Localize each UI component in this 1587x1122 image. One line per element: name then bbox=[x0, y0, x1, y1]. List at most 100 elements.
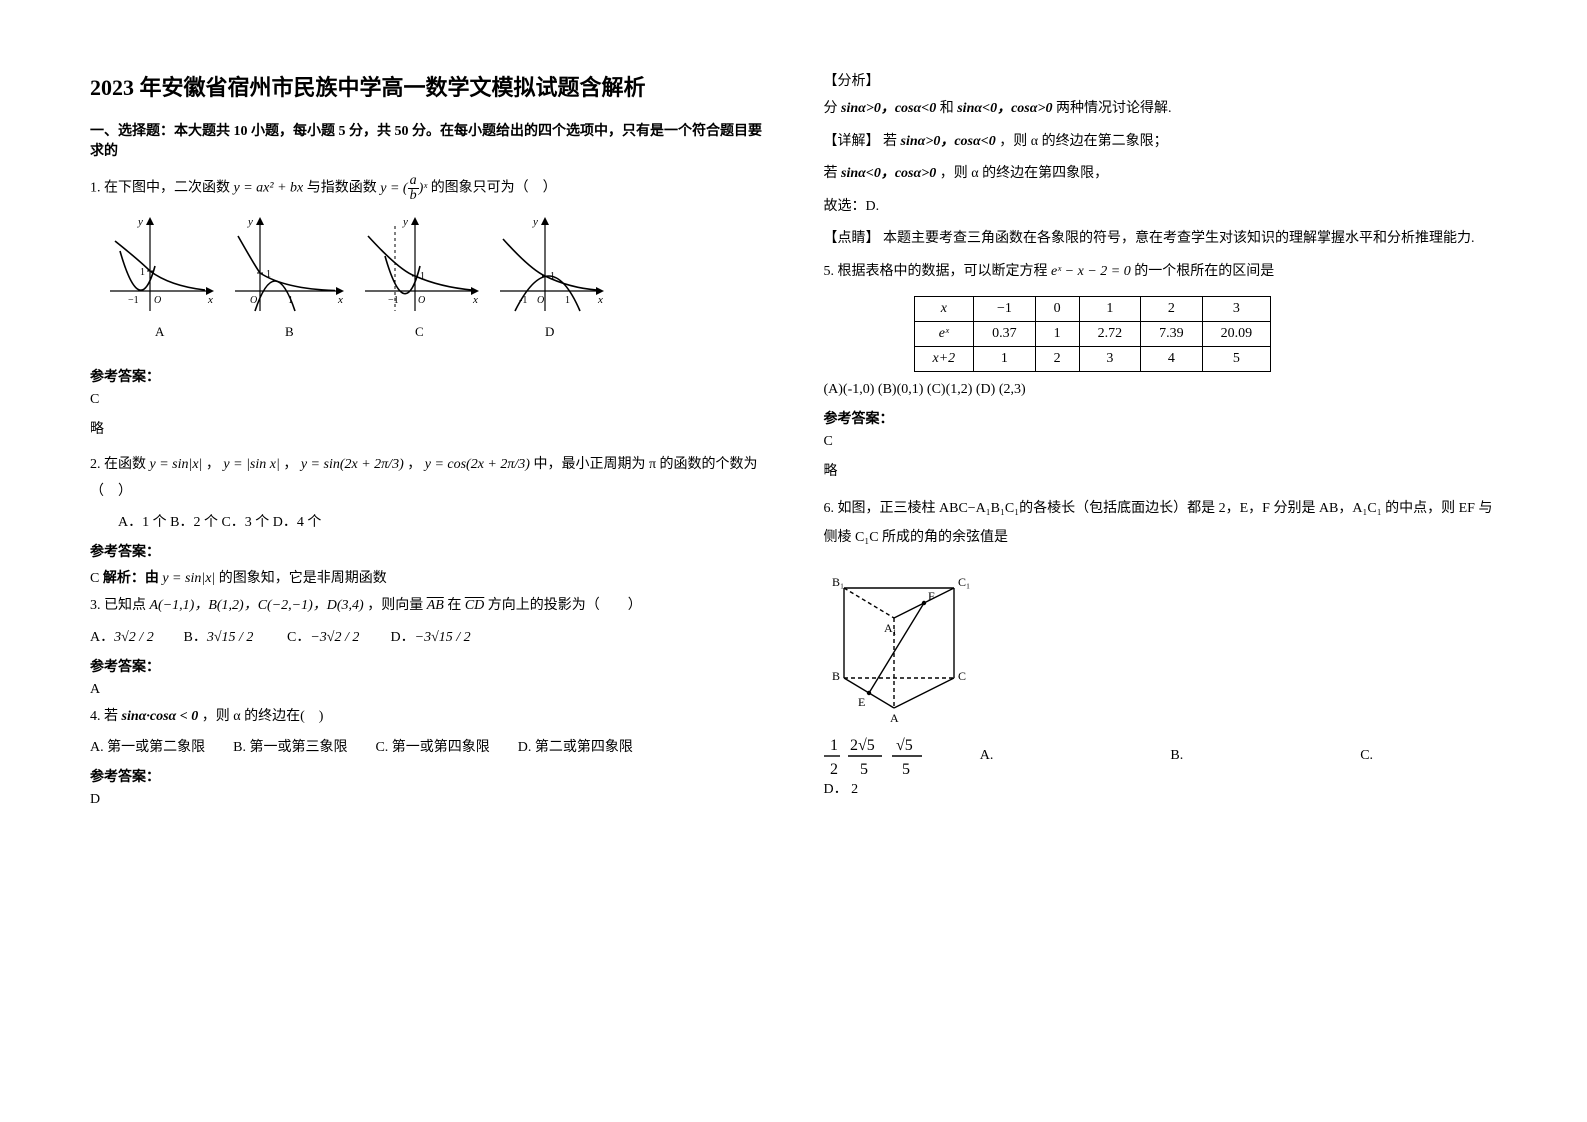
q2-expl-f: y = sin|x| bbox=[162, 571, 215, 586]
q2-options: A．1 个 B．2 个 C．3 个 D．4 个 bbox=[118, 511, 764, 531]
cell: 3 bbox=[1079, 346, 1141, 371]
cell: eˣ bbox=[914, 321, 974, 346]
q1-fa-text: y = ax² + bx bbox=[234, 181, 304, 196]
q1-skip: 略 bbox=[90, 418, 764, 438]
q2-expl-post: 的图象知，它是非周期函数 bbox=[219, 571, 387, 586]
svg-text:y: y bbox=[402, 216, 408, 228]
q2-f1: y = sin|x| bbox=[150, 457, 203, 472]
svg-text:A₁: A₁ bbox=[884, 621, 897, 635]
question-1: 1. 在下图中，二次函数 y = ax² + bx 与指数函数 y = (ab)… bbox=[90, 174, 764, 203]
svg-text:x: x bbox=[337, 294, 343, 306]
cell: 1 bbox=[1035, 321, 1079, 346]
svg-text:y: y bbox=[532, 216, 538, 228]
svg-text:O: O bbox=[418, 295, 425, 306]
q6-label-d: D． bbox=[824, 782, 848, 797]
q4-tip-head: 【点睛】 bbox=[824, 231, 880, 246]
q4-mid: ，则 α 的终边在( ) bbox=[202, 709, 324, 724]
q4-d1b: sinα>0，cosα<0 bbox=[901, 134, 996, 149]
svg-text:1: 1 bbox=[420, 271, 425, 282]
cell: 0 bbox=[1035, 296, 1079, 321]
q4-d1a: 若 bbox=[883, 134, 901, 149]
q2-answer-label: 参考答案： bbox=[90, 541, 764, 561]
svg-text:1: 1 bbox=[140, 267, 145, 278]
q2-answer-line: C 解析：由 y = sin|x| 的图象知，它是非周期函数 bbox=[90, 567, 764, 587]
q4-an-d: sinα<0，cosα>0 bbox=[957, 101, 1052, 116]
svg-text:1: 1 bbox=[565, 295, 570, 306]
q3-answer: A bbox=[90, 682, 764, 698]
q2-s1: ， bbox=[206, 457, 220, 472]
page-title: 2023 年安徽省宿州市民族中学高一数学文模拟试题含解析 bbox=[90, 70, 764, 102]
q1-pre: 1. 在下图中，二次函数 bbox=[90, 181, 234, 196]
q3-mid2: 在 bbox=[447, 598, 465, 613]
svg-text:5: 5 bbox=[860, 761, 868, 778]
cell: 2.72 bbox=[1079, 321, 1141, 346]
q1-func-a: y = ax² + bx bbox=[234, 181, 304, 196]
cell: 2 bbox=[1035, 346, 1079, 371]
cell: 1 bbox=[1079, 296, 1141, 321]
q6-label-c: C. bbox=[1360, 749, 1373, 764]
svg-text:y: y bbox=[247, 216, 253, 228]
svg-text:E: E bbox=[858, 695, 865, 709]
q6-prism-figure: B₁ C₁ A₁ F B C A E bbox=[824, 558, 1498, 728]
question-3: 3. 已知点 A(−1,1)，B(1,2)，C(−2,−1)，D(3,4) ，则… bbox=[90, 593, 764, 620]
svg-text:2√5: 2√5 bbox=[850, 737, 875, 754]
svg-text:−1: −1 bbox=[128, 295, 139, 306]
q4-so: 故选：D. bbox=[824, 194, 1498, 221]
q5-eq: eˣ − x − 2 = 0 bbox=[1051, 264, 1131, 279]
q3-vec1: AB bbox=[427, 598, 444, 613]
q5-table: x −1 0 1 2 3 eˣ 0.37 1 2.72 7.39 20.09 x… bbox=[914, 296, 1272, 372]
section-header: 一、选择题：本大题共 10 小题，每小题 5 分，共 50 分。在每小题给出的四… bbox=[90, 120, 764, 160]
q3-optD: −3√15 / 2 bbox=[415, 630, 471, 645]
q5-pre: 5. 根据表格中的数据，可以断定方程 bbox=[824, 264, 1052, 279]
q3-tail: 方向上的投影为（ ） bbox=[488, 598, 642, 613]
q4-tip: 【点睛】 本题主要考查三角函数在各象限的符号，意在考查学生对该知识的理解掌握水平… bbox=[824, 226, 1498, 253]
svg-text:C₁: C₁ bbox=[958, 575, 970, 589]
svg-text:−1: −1 bbox=[388, 295, 399, 306]
q6-option-d: D． 2 bbox=[824, 778, 1498, 798]
q2-f4: y = cos(2x + 2π/3) bbox=[425, 457, 530, 472]
cell: x bbox=[914, 296, 974, 321]
q1-graphs: x y 1 −1 O A bbox=[90, 211, 764, 356]
svg-text:C: C bbox=[415, 324, 424, 339]
q3-pre: 3. 已知点 bbox=[90, 598, 150, 613]
q4-an-a: 分 bbox=[824, 101, 842, 116]
q4-pre: 4. 若 bbox=[90, 709, 122, 724]
cell: 1 bbox=[974, 346, 1036, 371]
q4-d2a: 若 bbox=[824, 166, 842, 181]
svg-text:√5: √5 bbox=[896, 737, 913, 754]
q2-s3: ， bbox=[407, 457, 421, 472]
q2-pre: 2. 在函数 bbox=[90, 457, 150, 472]
svg-text:O: O bbox=[250, 295, 257, 306]
svg-text:x: x bbox=[472, 294, 478, 306]
svg-text:1: 1 bbox=[288, 295, 293, 306]
cell: x+2 bbox=[914, 346, 974, 371]
q4-d2c: ，则 α 的终边在第四象限， bbox=[940, 166, 1108, 181]
svg-text:A: A bbox=[890, 711, 899, 725]
cell: 5 bbox=[1202, 346, 1271, 371]
q3-points: A(−1,1)，B(1,2)，C(−2,−1)，D(3,4) bbox=[150, 598, 364, 613]
q1-fb-post: )ˣ bbox=[419, 181, 428, 196]
q2-f3: y = sin(2x + 2π/3) bbox=[301, 457, 404, 472]
q1-fb-num: a bbox=[408, 174, 419, 189]
q4-answer: D bbox=[90, 792, 764, 808]
question-6: 6. 如图，正三棱柱 ABC−A₁B₁C₁的各棱长（包括底面边长）都是 2，E，… bbox=[824, 494, 1498, 553]
svg-text:F: F bbox=[928, 589, 935, 603]
q4-detail-1: 【详解】 若 sinα>0，cosα<0 ，则 α 的终边在第二象限； bbox=[824, 129, 1498, 156]
svg-text:O: O bbox=[154, 295, 161, 306]
q5-skip: 略 bbox=[824, 460, 1498, 480]
q4-tip-body: 本题主要考查三角函数在各象限的符号，意在考查学生对该知识的理解掌握水平和分析推理… bbox=[883, 231, 1475, 246]
q6-optD: 2 bbox=[851, 782, 858, 797]
q4-an-c: 和 bbox=[940, 101, 958, 116]
q3-optC: −3√2 / 2 bbox=[310, 630, 359, 645]
q6-options: 1 2 2√5 5 √5 5 A. B. C. bbox=[824, 734, 1498, 778]
q1-func-b: y = (ab)ˣ bbox=[380, 181, 430, 196]
svg-text:x: x bbox=[597, 294, 603, 306]
q6-label-b: B. bbox=[1170, 749, 1183, 764]
q2-s2: ， bbox=[283, 457, 297, 472]
q4-an-b: sinα>0，cosα<0 bbox=[841, 101, 936, 116]
q5-answer: C bbox=[824, 434, 1498, 450]
q2-expl-pre: 解析：由 bbox=[103, 571, 163, 586]
table-row: x+2 1 2 3 4 5 bbox=[914, 346, 1271, 371]
svg-text:B: B bbox=[832, 669, 840, 683]
q3-vec2: CD bbox=[465, 598, 484, 613]
